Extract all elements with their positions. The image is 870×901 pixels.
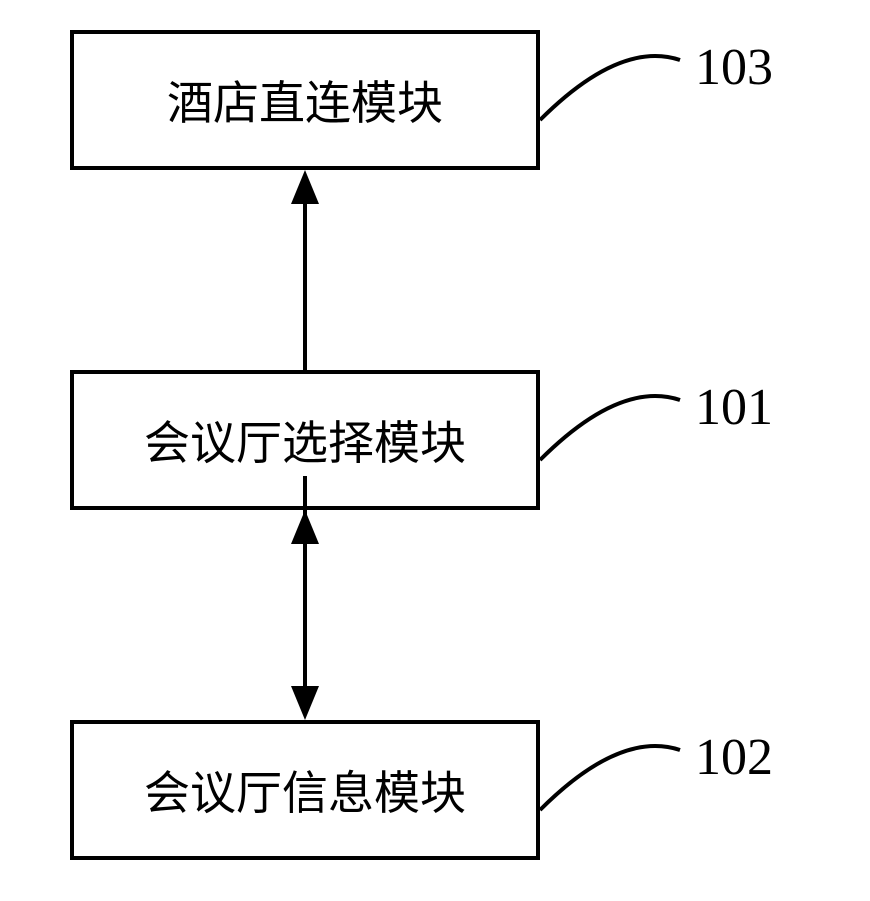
arrow-middle-to-top (291, 170, 319, 370)
callout-line-101 (540, 396, 680, 460)
diagram-canvas: 酒店直连模块 会议厅选择模块 会议厅信息模块 103 101 102 (0, 0, 870, 901)
connectors-svg (0, 0, 870, 901)
arrow-middle-to-bottom-double (291, 476, 319, 720)
callout-line-102 (540, 746, 680, 810)
callout-line-103 (540, 56, 680, 120)
